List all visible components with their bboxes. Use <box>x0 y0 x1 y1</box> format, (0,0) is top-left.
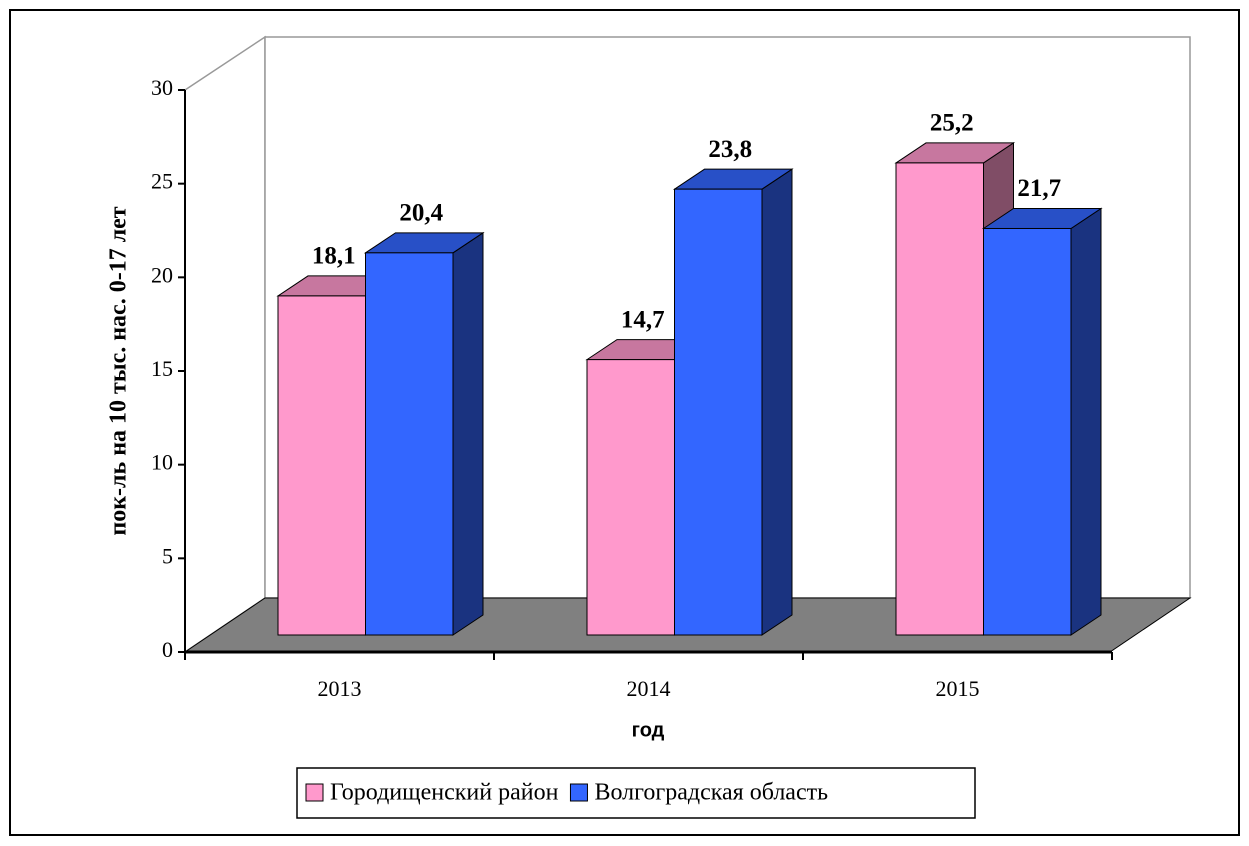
y-tick-label: 0 <box>162 637 173 662</box>
value-label: 14,7 <box>621 306 665 333</box>
x-axis-title: год <box>632 719 665 741</box>
y-axis-title: пок-ль на 10 тыс. нас. 0-17 лет <box>106 206 132 535</box>
bar-side <box>452 231 484 636</box>
chart-frame <box>9 9 1240 836</box>
legend <box>296 767 976 819</box>
value-label: 18,1 <box>312 243 356 270</box>
bar <box>277 295 366 636</box>
legend-swatch <box>305 783 324 802</box>
value-label: 23,8 <box>708 136 752 163</box>
bar <box>586 359 675 636</box>
bar <box>895 162 984 636</box>
y-tick-label: 25 <box>151 169 173 194</box>
bar <box>365 252 454 636</box>
value-label: 25,2 <box>930 110 974 137</box>
y-tick-label: 20 <box>151 262 173 287</box>
value-label: 20,4 <box>399 200 443 227</box>
bar-side <box>1070 207 1102 636</box>
x-tick-label: 2015 <box>936 676 980 701</box>
y-tick-label: 30 <box>151 75 173 100</box>
value-label: 21,7 <box>1017 175 1061 202</box>
y-tick-label: 10 <box>151 450 173 475</box>
legend-label: Городищенский район <box>330 780 559 806</box>
bar-side <box>761 168 793 636</box>
legend-label: Волгоградская область <box>594 780 828 806</box>
legend-swatch <box>569 783 588 802</box>
y-tick-label: 15 <box>151 356 173 381</box>
bar <box>674 188 763 636</box>
side-wall <box>184 35 266 654</box>
y-tick-label: 5 <box>162 543 173 568</box>
x-tick-label: 2013 <box>318 676 362 701</box>
bar <box>983 227 1072 636</box>
x-tick-label: 2014 <box>627 676 671 701</box>
